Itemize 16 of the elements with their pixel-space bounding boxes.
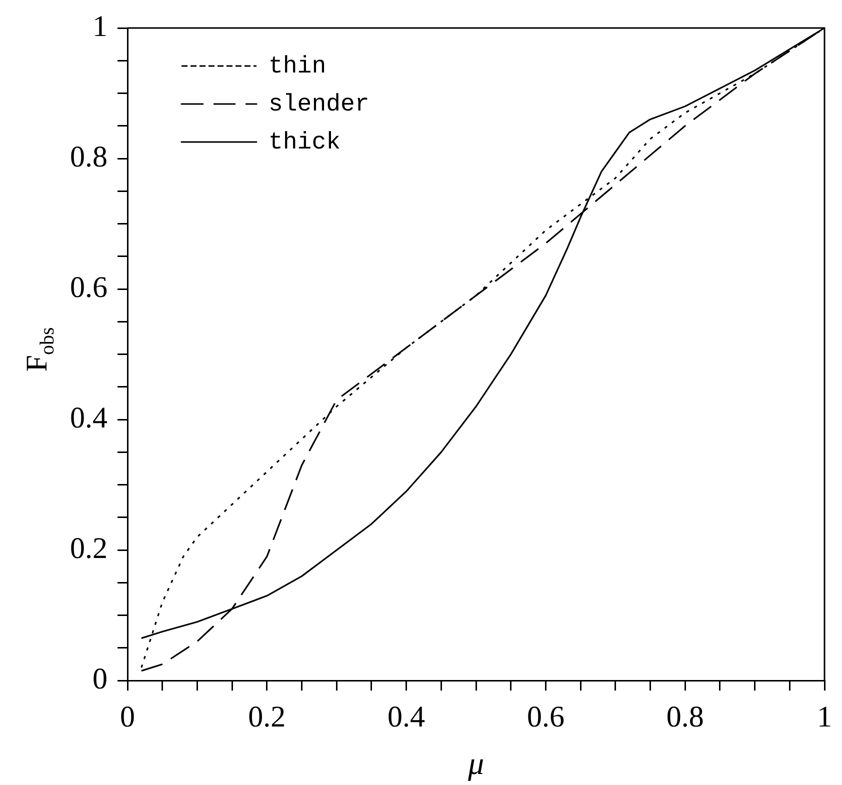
x-tick-label: 0.8 <box>666 700 704 734</box>
y-tick-label: 0 <box>92 662 108 696</box>
x-tick-label: 1 <box>817 700 832 734</box>
x-tick-label: 0.2 <box>248 700 286 734</box>
x-tick-label: 0.4 <box>388 700 426 734</box>
x-tick-label: 0.6 <box>526 700 564 734</box>
y-tick-label: 0.4 <box>70 401 108 434</box>
legend-label: thick <box>268 129 341 156</box>
legend-label: slender <box>268 91 370 118</box>
y-tick-label: 0.2 <box>70 532 108 565</box>
x-axis-title: μ <box>466 745 484 782</box>
y-tick-label: 1 <box>92 10 108 43</box>
y-tick-label: 0.6 <box>70 270 108 304</box>
y-tick-label: 0.8 <box>70 140 108 174</box>
legend-label: thin <box>268 53 326 80</box>
x-tick-label: 0 <box>120 700 135 734</box>
